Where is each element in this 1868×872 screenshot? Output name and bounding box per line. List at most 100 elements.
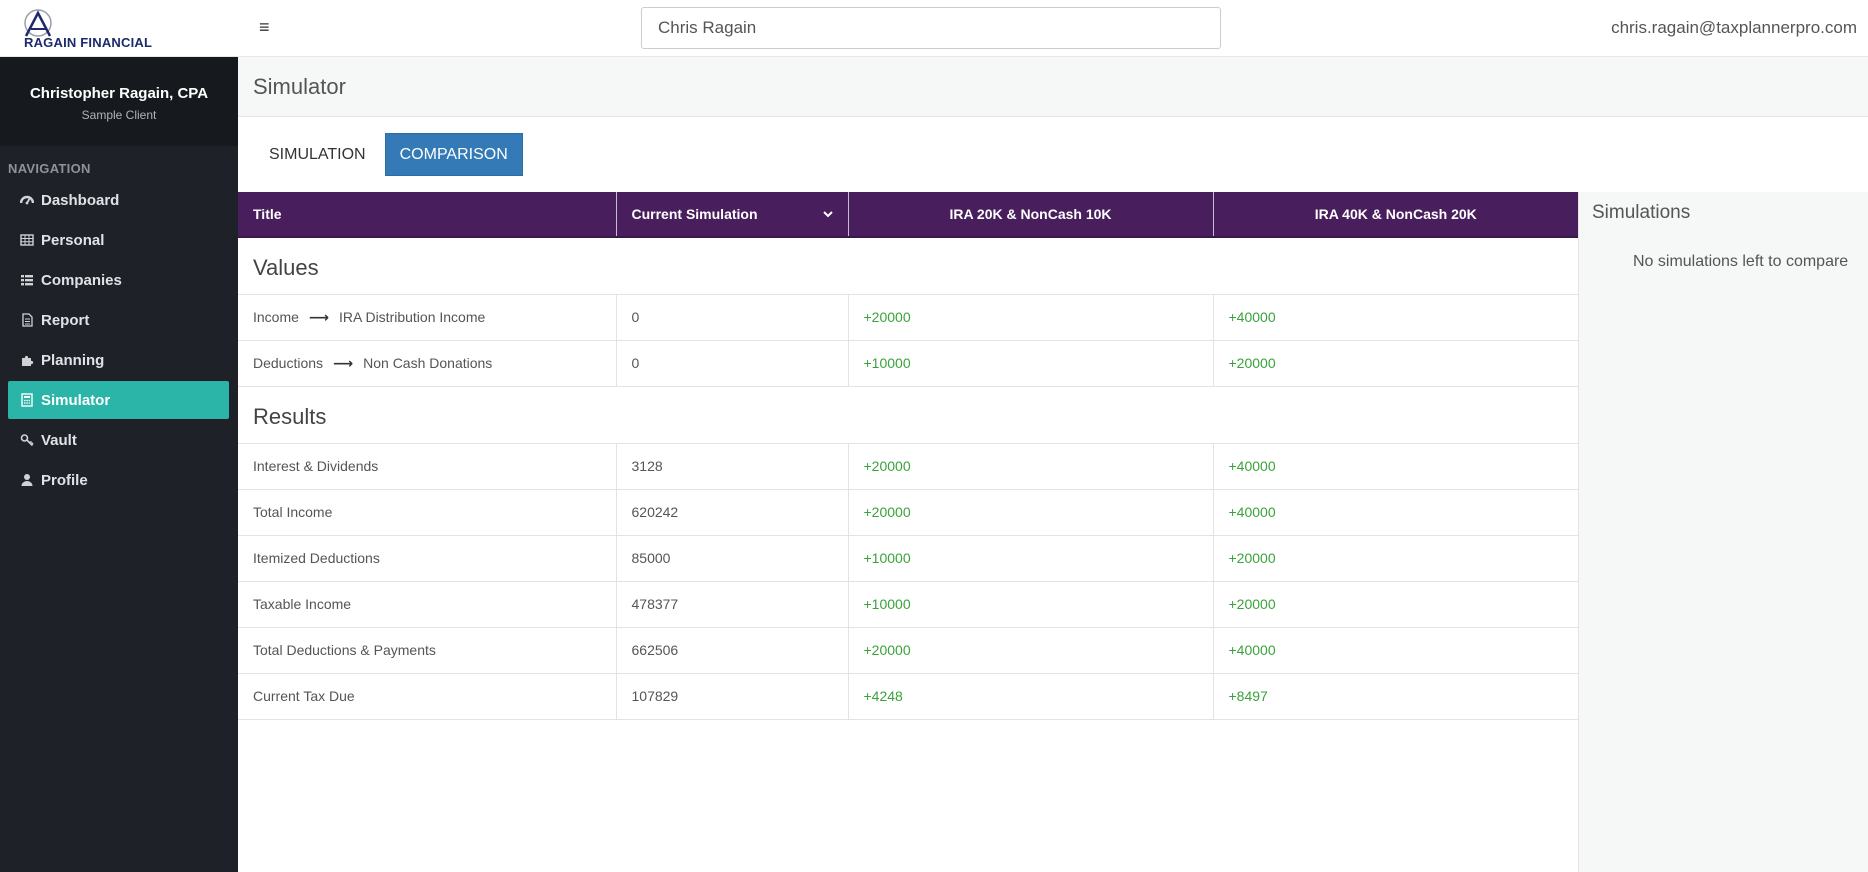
- logo-text: RAGAIN FINANCIAL: [24, 35, 153, 50]
- row-title: Interest & Dividends: [238, 443, 617, 490]
- arrow-right-icon: ⟶: [308, 308, 329, 325]
- row-title: Itemized Deductions: [238, 535, 617, 582]
- tab-comparison[interactable]: COMPARISON: [384, 133, 523, 176]
- user-email[interactable]: chris.ragain@taxplannerpro.com: [1611, 18, 1857, 37]
- section-title-values: Values: [238, 237, 1578, 295]
- page-title: Simulator: [253, 74, 346, 99]
- header-current-simulation[interactable]: Current Simulation: [616, 192, 849, 238]
- sidebar-item-label: Planning: [41, 351, 105, 369]
- row-title: Total Deductions & Payments: [238, 627, 617, 674]
- ragain-logo[interactable]: RAGAIN FINANCIAL: [20, 7, 180, 50]
- sidebar-item-simulator[interactable]: Simulator: [8, 381, 229, 419]
- row-sim2-diff: +20000: [1213, 535, 1578, 582]
- row-sim1-diff: +20000: [848, 294, 1214, 341]
- table-icon: [20, 233, 34, 247]
- row-sim2-diff: +40000: [1213, 627, 1578, 674]
- row-current-value: 107829: [616, 673, 849, 720]
- row-item: IRA Distribution Income: [339, 308, 486, 325]
- comparison-table-wrap: Title Current Simulation IRA 20K & NonCa…: [238, 192, 1578, 720]
- dashboard-icon: [20, 193, 34, 207]
- sidebar-item-label: Report: [41, 311, 90, 329]
- logo-mark-icon: [24, 9, 52, 37]
- header-simulation-1: IRA 20K & NonCash 10K: [848, 192, 1214, 238]
- sidebar-item-companies[interactable]: Companies: [8, 261, 229, 299]
- chevron-down-icon[interactable]: [822, 208, 834, 220]
- simulations-panel: Simulations No simulations left to compa…: [1578, 192, 1868, 872]
- header-simulation-2: IRA 40K & NonCash 20K: [1213, 192, 1578, 238]
- row-sim2-diff: +8497: [1213, 673, 1578, 720]
- profile-name: Christopher Ragain, CPA: [29, 85, 209, 102]
- menu-toggle-icon[interactable]: ≡: [259, 17, 270, 37]
- simulations-panel-title: Simulations: [1592, 202, 1691, 223]
- row-current-value: 0: [616, 340, 849, 387]
- sidebar: Christopher Ragain, CPA Sample Client NA…: [0, 57, 238, 872]
- tab-simulation[interactable]: SIMULATION: [269, 145, 366, 163]
- row-current-value: 478377: [616, 581, 849, 628]
- row-sim2-diff: +20000: [1213, 581, 1578, 628]
- puzzle-icon: [20, 353, 34, 367]
- row-current-value: 620242: [616, 489, 849, 536]
- row-sim1-diff: +10000: [848, 581, 1214, 628]
- simulator-tabs: SIMULATION COMPARISON: [254, 133, 527, 176]
- sidebar-item-label: Personal: [41, 231, 105, 249]
- page-header: Simulator: [238, 57, 1868, 117]
- row-sim1-diff: +20000: [848, 443, 1214, 490]
- row-current-value: 3128: [616, 443, 849, 490]
- row-sim1-diff: +10000: [848, 340, 1214, 387]
- nav-heading: NAVIGATION: [8, 161, 91, 176]
- table-row: Interest & Dividends 3128 +20000 +40000: [238, 443, 1578, 490]
- row-title: Taxable Income: [238, 581, 617, 628]
- row-sim1-diff: +4248: [848, 673, 1214, 720]
- sidebar-item-profile[interactable]: Profile: [8, 461, 229, 499]
- row-title: Current Tax Due: [238, 673, 617, 720]
- document-icon: [20, 313, 34, 327]
- header-current-label: Current Simulation: [631, 206, 758, 222]
- table-row: Current Tax Due 107829 +4248 +8497: [238, 673, 1578, 720]
- profile-box: Christopher Ragain, CPA Sample Client: [0, 57, 238, 146]
- row-sim1-diff: +20000: [848, 489, 1214, 536]
- user-icon: [20, 473, 34, 487]
- section-row-values: Values: [238, 237, 1578, 295]
- sidebar-item-label: Vault: [41, 431, 77, 449]
- row-sim2-diff: +20000: [1213, 340, 1578, 387]
- arrow-right-icon: ⟶: [333, 354, 354, 371]
- sidebar-item-report[interactable]: Report: [8, 301, 229, 339]
- nav-list: Dashboard Personal Companies Report Plan…: [0, 181, 238, 499]
- sidebar-item-label: Companies: [41, 271, 122, 289]
- sidebar-item-planning[interactable]: Planning: [8, 341, 229, 379]
- table-row: Taxable Income 478377 +10000 +20000: [238, 581, 1578, 628]
- header-title: Title: [238, 192, 617, 238]
- row-sim2-diff: +40000: [1213, 489, 1578, 536]
- row-current-value: 85000: [616, 535, 849, 582]
- table-header-row: Title Current Simulation IRA 20K & NonCa…: [238, 192, 1578, 238]
- table-row: Itemized Deductions 85000 +10000 +20000: [238, 535, 1578, 582]
- row-sim2-diff: +40000: [1213, 443, 1578, 490]
- sidebar-item-label: Profile: [41, 471, 88, 489]
- key-icon: [20, 433, 34, 447]
- row-current-value: 0: [616, 294, 849, 341]
- sidebar-item-vault[interactable]: Vault: [8, 421, 229, 459]
- row-category: Income: [253, 308, 299, 325]
- table-row: Total Deductions & Payments 662506 +2000…: [238, 627, 1578, 674]
- sidebar-item-label: Simulator: [41, 391, 111, 409]
- calculator-icon: [20, 393, 34, 407]
- table-row: Deductions ⟶ Non Cash Donations 0 +10000 +…: [238, 340, 1578, 387]
- row-category: Deductions: [253, 354, 324, 371]
- sidebar-item-label: Dashboard: [41, 191, 120, 209]
- simulations-empty-message: No simulations left to compare: [1633, 253, 1849, 270]
- row-sim1-diff: +10000: [848, 535, 1214, 582]
- top-bar: RAGAIN FINANCIAL ≡ chris.ragain@taxplann…: [0, 0, 1868, 57]
- row-title: Total Income: [238, 489, 617, 536]
- table-row: Total Income 620242 +20000 +40000: [238, 489, 1578, 536]
- comparison-table: Title Current Simulation IRA 20K & NonCa…: [238, 192, 1578, 720]
- list-icon: [20, 273, 34, 287]
- row-current-value: 662506: [616, 627, 849, 674]
- sidebar-item-dashboard[interactable]: Dashboard: [8, 181, 229, 219]
- section-row-results: Results: [238, 386, 1578, 444]
- client-search-input[interactable]: [641, 7, 1221, 49]
- row-title: Deductions ⟶ Non Cash Donations: [238, 340, 617, 387]
- section-title-results: Results: [238, 386, 1578, 444]
- table-row: Income ⟶ IRA Distribution Income 0 +20000 …: [238, 294, 1578, 341]
- sidebar-item-personal[interactable]: Personal: [8, 221, 229, 259]
- row-sim2-diff: +40000: [1213, 294, 1578, 341]
